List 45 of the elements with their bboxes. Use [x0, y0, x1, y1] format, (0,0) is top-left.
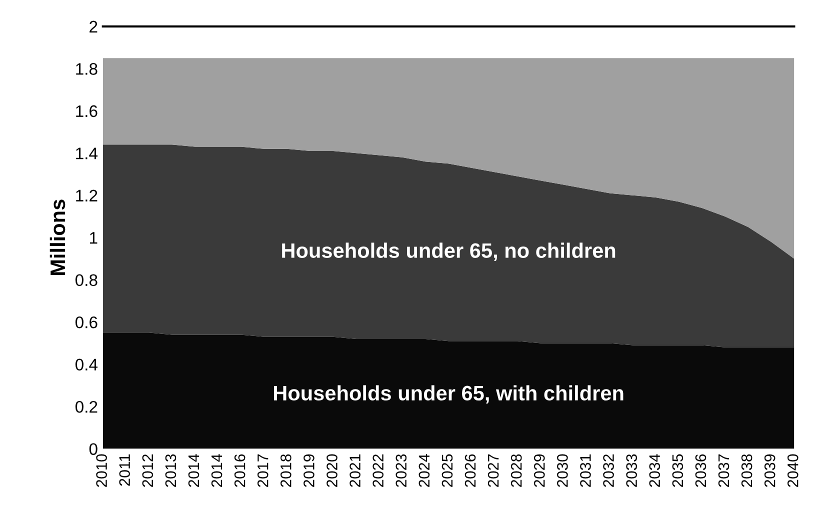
x-tick-label: 2023 — [396, 454, 407, 487]
x-tick-label: 2029 — [534, 454, 545, 487]
x-tick-label: 2012 — [142, 454, 154, 487]
x-tick-label: 2017 — [257, 454, 268, 487]
y-tick-label: 1.2 — [76, 190, 98, 202]
y-tick-label: 1.8 — [76, 63, 98, 75]
x-tick-label: 2033 — [626, 454, 637, 487]
series-label: Households under 65, no children — [282, 242, 616, 261]
y-tick-label: 1 — [90, 232, 98, 244]
y-tick-label: 0.8 — [76, 274, 98, 286]
x-tick-label: 2019 — [304, 454, 314, 487]
x-tick-label: 2030 — [557, 454, 568, 487]
x-tick-label: 2026 — [464, 454, 476, 487]
x-tick-label: 2024 — [418, 454, 430, 487]
x-tick-label: 2018 — [280, 454, 292, 487]
x-tick-label: 2031 — [580, 454, 591, 487]
y-tick-label: 0.6 — [76, 316, 98, 328]
series-label: Households under 65, with children — [274, 385, 624, 404]
x-tick-label: 2020 — [326, 454, 338, 487]
y-tick-label: 0.2 — [76, 400, 98, 413]
x-tick-label: 2022 — [372, 454, 384, 487]
x-tick-label: 2035 — [672, 454, 684, 487]
y-tick-label: 2 — [90, 20, 98, 32]
y-axis-title: Millions — [50, 200, 66, 275]
x-tick-label: 2010 — [96, 454, 107, 487]
x-tick-label: 2011 — [119, 454, 130, 486]
y-tick-label: 0.4 — [76, 358, 98, 371]
y-tick-label: 1.6 — [76, 105, 98, 118]
x-tick-label: 2037 — [718, 454, 730, 487]
x-tick-label: 2028 — [510, 454, 522, 487]
x-tick-label: 2034 — [649, 454, 660, 487]
x-tick-label: 2021 — [350, 454, 360, 487]
x-tick-label: 2014 — [188, 454, 200, 487]
x-tick-label: 2013 — [165, 454, 176, 487]
x-tick-label: 2025 — [442, 454, 453, 487]
x-tick-label: 2032 — [603, 454, 614, 487]
x-tick-label: 2038 — [741, 454, 752, 487]
x-tick-label: 2039 — [764, 454, 776, 487]
x-tick-label: 2016 — [234, 454, 246, 487]
x-tick-label: 2036 — [695, 454, 706, 487]
x-tick-label: 2014 — [211, 454, 222, 487]
x-tick-label: 2027 — [488, 454, 499, 487]
y-tick-label: 0 — [89, 443, 98, 456]
y-tick-label: 1.4 — [76, 148, 98, 160]
x-tick-label: 2040 — [787, 454, 798, 487]
